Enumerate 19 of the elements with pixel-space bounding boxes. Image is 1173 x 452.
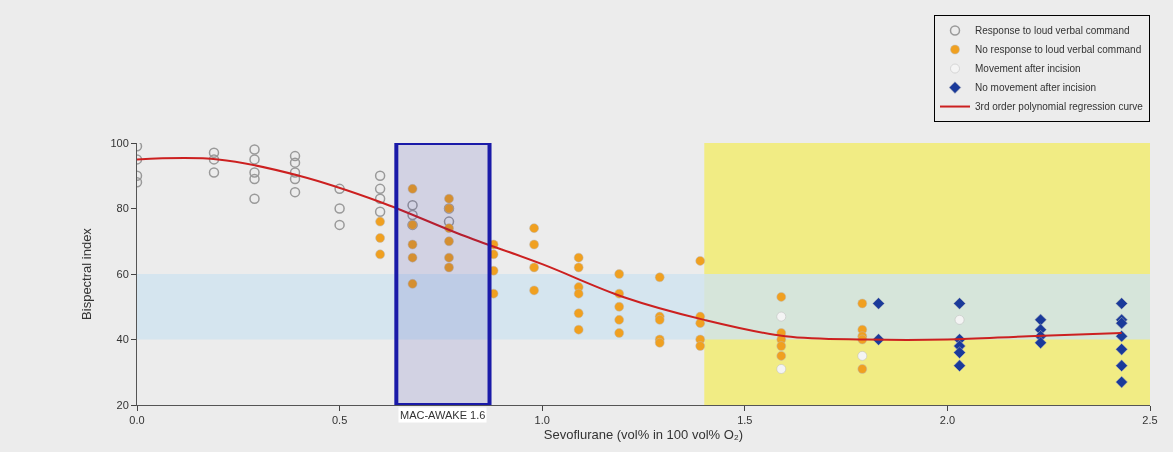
y-axis-title: Bispectral index <box>79 227 95 320</box>
legend-label: Response to loud verbal command <box>975 25 1130 37</box>
y-tick-label: 20 <box>116 398 129 411</box>
x-axis-title: Sevoflurane (vol% in 100 vol% O₂) <box>543 426 744 442</box>
x-tick-label: 1.0 <box>534 414 550 427</box>
legend-label: 3rd order polynomial regression curve <box>975 101 1144 113</box>
y-tick-label: 80 <box>116 202 129 215</box>
y-tick-label: 100 <box>110 136 129 149</box>
y-tick-label: 40 <box>116 333 129 346</box>
y-tick-label: 60 <box>116 267 129 280</box>
legend-label: Movement after incision <box>975 63 1081 75</box>
x-tick-label: 2.5 <box>1142 414 1158 427</box>
band-label: MAC-AWAKE 1.6 <box>400 409 486 421</box>
x-tick-label: 2.0 <box>939 414 956 427</box>
legend-label: No response to loud verbal command <box>975 44 1142 56</box>
x-tick-label: 0.5 <box>331 414 348 427</box>
x-tick-label: 0.0 <box>129 414 145 427</box>
legend-label: No movement after incision <box>975 82 1097 94</box>
x-tick-label: 1.5 <box>737 414 753 427</box>
